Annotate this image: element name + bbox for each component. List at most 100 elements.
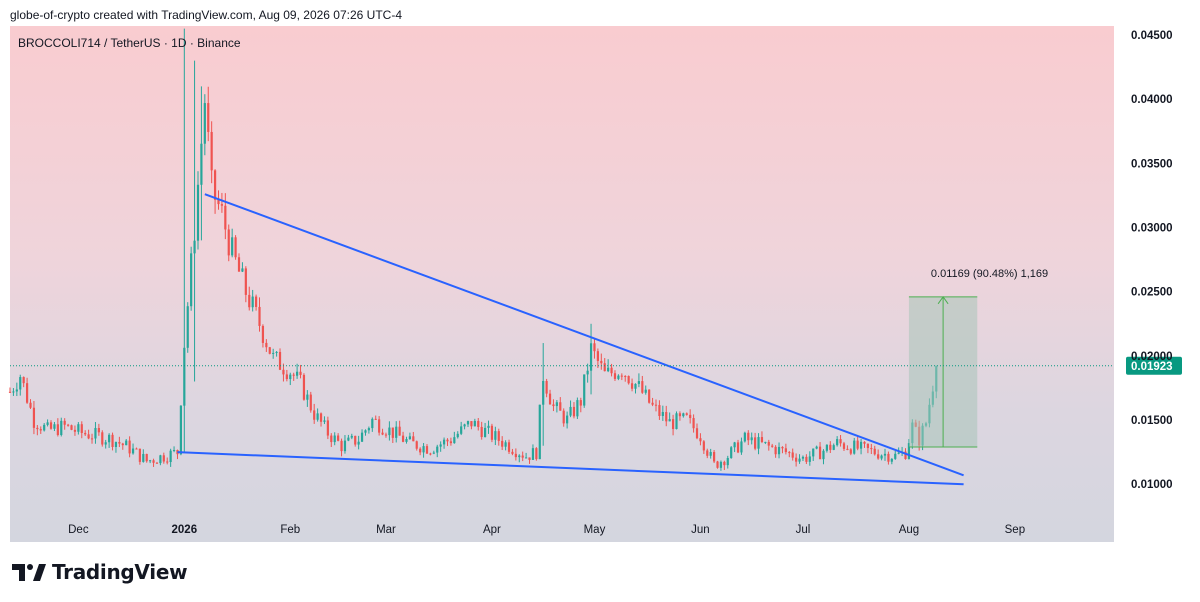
- candle-body: [689, 414, 692, 419]
- candle-body: [29, 402, 32, 408]
- candle-body: [665, 412, 668, 422]
- attribution-text: globe-of-crypto created with TradingView…: [10, 8, 402, 22]
- candle-body: [863, 441, 866, 444]
- candle-body: [473, 420, 476, 427]
- candle-body: [846, 448, 849, 450]
- candle-body: [8, 391, 12, 393]
- candle-body: [364, 430, 367, 433]
- candle-body: [644, 389, 647, 393]
- candle-body: [538, 404, 541, 460]
- chart-area[interactable]: [10, 26, 1114, 542]
- candle-body: [97, 427, 100, 433]
- candle-body: [849, 449, 852, 454]
- y-tick-label: 0.03500: [1131, 158, 1173, 170]
- price-axis[interactable]: [1114, 26, 1200, 542]
- candle-body: [87, 434, 90, 439]
- x-tick-label: Sep: [1005, 524, 1025, 536]
- candle-body: [388, 427, 391, 436]
- candle-body: [149, 460, 152, 462]
- candle-body: [19, 377, 22, 390]
- candle-body: [859, 441, 863, 449]
- candle-body: [716, 461, 719, 468]
- candle-body: [566, 415, 569, 424]
- candle-body: [196, 184, 200, 241]
- candle-body: [313, 410, 316, 420]
- candle-body: [712, 452, 716, 462]
- candle-body: [617, 375, 620, 379]
- candle-body: [419, 448, 422, 453]
- candle-body: [172, 449, 176, 451]
- candle-body: [254, 296, 258, 307]
- candle-body: [67, 424, 70, 426]
- candle-body: [801, 456, 805, 459]
- candle-body: [719, 461, 723, 468]
- candle-body: [292, 374, 295, 376]
- candle-body: [306, 394, 309, 400]
- candle-body: [531, 448, 535, 460]
- candle-body: [384, 434, 388, 436]
- candle-body: [60, 420, 63, 436]
- candle-body: [470, 421, 473, 427]
- candle-body: [43, 424, 46, 431]
- candle-body: [890, 458, 893, 462]
- y-tick-label: 0.02500: [1131, 287, 1173, 299]
- candle-body: [620, 375, 623, 377]
- candle-body: [449, 441, 453, 444]
- candle-body: [747, 432, 750, 441]
- candle-body: [453, 437, 456, 444]
- candle-body: [285, 374, 288, 380]
- candle-body: [162, 455, 165, 462]
- candle-body: [70, 425, 73, 430]
- candle-body: [511, 451, 514, 454]
- candle-body: [248, 294, 251, 308]
- candle-body: [788, 452, 791, 454]
- candle-body: [627, 376, 630, 384]
- current-price-layer: 0.01923: [10, 356, 1182, 375]
- candle-body: [569, 406, 572, 416]
- candle-body: [398, 426, 401, 436]
- candle-body: [613, 373, 617, 379]
- candle-body: [774, 446, 777, 455]
- candle-body: [145, 453, 148, 462]
- candle-body: [179, 405, 182, 455]
- candle-body: [302, 374, 306, 400]
- candle-body: [873, 448, 876, 455]
- candle-body: [360, 432, 364, 442]
- candle-body: [791, 452, 794, 458]
- y-tick-label: 0.04000: [1131, 94, 1173, 106]
- candle-body: [220, 204, 224, 206]
- candle-body: [607, 367, 610, 372]
- candle-body: [870, 448, 873, 450]
- candle-body: [733, 442, 736, 448]
- candle-body: [883, 453, 887, 456]
- candle-body: [757, 437, 760, 449]
- candle-body: [309, 394, 312, 411]
- candle-body: [265, 342, 268, 348]
- x-tick-label: Apr: [483, 524, 501, 536]
- y-axis-labels: 0.04500 0.04000 0.03500 0.03000 0.02500 0.020…: [1131, 30, 1173, 491]
- candle-body: [637, 381, 641, 384]
- symbol-label[interactable]: BROCCOLI714 / TetherUS · 1D · Binance: [18, 36, 241, 50]
- candle-body: [525, 457, 528, 459]
- x-tick-label: Feb: [280, 524, 300, 536]
- x-tick-label: Dec: [68, 524, 89, 536]
- candle-body: [186, 306, 189, 348]
- candle-body: [490, 425, 494, 440]
- candle-body: [299, 371, 302, 375]
- candle-body: [166, 461, 169, 463]
- candle-body: [480, 426, 483, 438]
- candle-body: [241, 268, 244, 272]
- candle-body: [90, 438, 94, 440]
- candle-body: [296, 371, 299, 376]
- candle-body: [600, 360, 603, 364]
- candle-body: [439, 444, 442, 447]
- candle-body: [771, 445, 774, 447]
- measurement-tool: 0.01169 (90.48%) 1,169: [908, 268, 1048, 448]
- candle-body: [53, 424, 56, 429]
- candle-body: [32, 407, 36, 428]
- candle-body: [275, 351, 278, 353]
- candle-body: [436, 446, 439, 453]
- candle-body: [94, 427, 97, 439]
- tradingview-logo-icon: [12, 564, 46, 581]
